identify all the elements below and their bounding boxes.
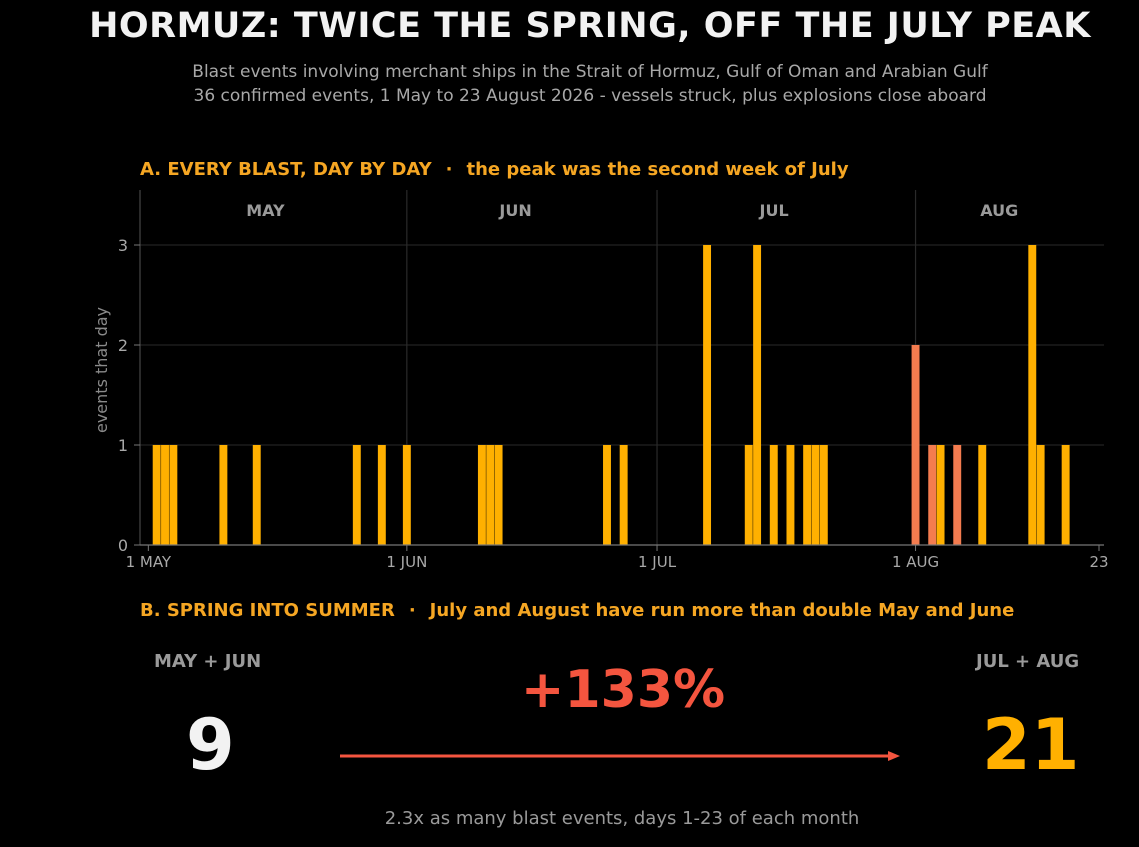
section-b-separator: ·	[408, 600, 416, 621]
month-label: AUG	[980, 201, 1018, 220]
bar	[1028, 245, 1037, 545]
bar	[911, 345, 920, 545]
bar	[402, 445, 411, 545]
bar	[769, 445, 778, 545]
may-jun-count: 9	[186, 704, 235, 786]
bar	[753, 245, 762, 545]
may-jun-label: MAY + JUN	[154, 651, 262, 672]
bar	[477, 445, 486, 545]
section-a-heading: A. EVERY BLAST, DAY BY DAY · the peak was …	[140, 159, 849, 180]
bar	[494, 445, 503, 545]
bar	[169, 445, 178, 545]
x-tick-label: 1 AUG	[892, 553, 939, 571]
chart-bars	[152, 245, 1070, 545]
comparison-footnote: 2.3x as many blast events, days 1-23 of …	[384, 808, 860, 829]
x-tick-label: 23	[1089, 553, 1108, 571]
bar	[161, 445, 169, 545]
bar	[936, 445, 945, 545]
jul-aug-count: 21	[982, 704, 1080, 786]
section-b-heading: B. SPRING INTO SUMMER · July and August ha…	[140, 600, 1014, 621]
bar	[152, 445, 161, 545]
bar	[819, 445, 828, 545]
y-tick-label: 3	[118, 236, 128, 255]
bar	[486, 445, 495, 545]
bar	[377, 445, 386, 545]
x-tick-label: 1 JUL	[638, 553, 677, 571]
chart-subtitle-line-2: 36 confirmed events, 1 May to 23 August …	[193, 86, 987, 106]
bar	[703, 245, 712, 545]
section-b-label: B. SPRING INTO SUMMER	[140, 600, 395, 621]
bar	[786, 445, 795, 545]
month-label: JUN	[498, 201, 531, 220]
section-a-note: the peak was the second week of July	[466, 159, 849, 180]
bar	[1036, 445, 1045, 545]
section-b-note: July and August have run more than doubl…	[429, 600, 1015, 621]
bar	[1061, 445, 1070, 545]
bar	[953, 445, 962, 545]
chart-title: HORMUZ: TWICE THE SPRING, OFF THE JULY P…	[89, 6, 1091, 46]
bar	[803, 445, 812, 545]
section-a-label: A. EVERY BLAST, DAY BY DAY	[140, 159, 432, 180]
bar	[928, 445, 937, 545]
bar	[978, 445, 987, 545]
section-a-separator: ·	[445, 159, 453, 180]
bar	[744, 445, 753, 545]
chart-subtitle-line-1: Blast events involving merchant ships in…	[192, 62, 988, 82]
bar	[619, 445, 628, 545]
y-tick-label: 2	[118, 336, 128, 355]
y-tick-label: 0	[118, 536, 128, 555]
x-tick-label: 1 JUN	[386, 553, 427, 571]
bar	[811, 445, 820, 545]
jul-aug-label: JUL + AUG	[976, 651, 1080, 672]
percent-change: +133%	[520, 660, 726, 720]
arrow-right-icon	[340, 751, 900, 761]
y-axis-label: events that day	[92, 307, 111, 433]
y-tick-label: 1	[118, 436, 128, 455]
month-label: MAY	[246, 201, 285, 220]
bar	[352, 445, 361, 545]
bar	[603, 445, 611, 545]
month-label: JUL	[759, 201, 789, 220]
bar	[219, 445, 228, 545]
bar	[252, 445, 261, 545]
x-tick-label: 1 MAY	[126, 553, 172, 571]
